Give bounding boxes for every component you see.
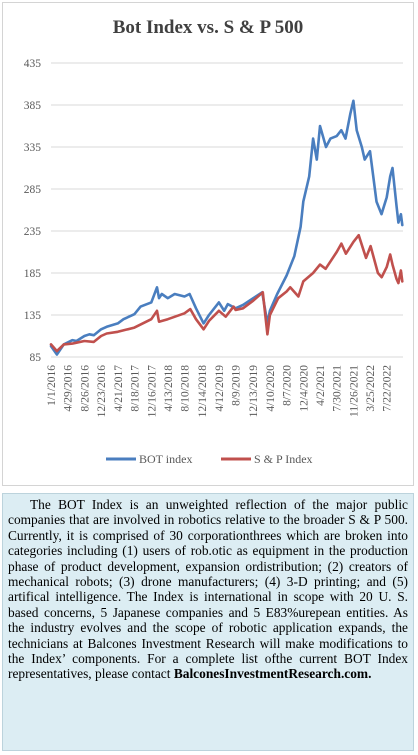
legend-label: S & P Index <box>254 452 313 466</box>
y-tick-label: 385 <box>24 100 42 112</box>
y-tick-label: 85 <box>30 352 42 364</box>
x-tick-label: 12/23/2016 <box>96 365 108 418</box>
x-tick-label: 4/21/2017 <box>113 365 125 412</box>
chart-container: Bot Index vs. S & P 500 85 135 185 235 285 33… <box>2 2 414 486</box>
x-tick-label: 4/13/2018 <box>163 365 175 412</box>
x-tick-label: 8/10/2018 <box>180 365 192 412</box>
x-tick-label: 8/9/2019 <box>231 365 243 406</box>
x-tick-label: 4/10/2020 <box>265 365 277 412</box>
y-tick-label: 435 <box>24 58 42 70</box>
x-tick-label: 4/29/2016 <box>63 365 75 412</box>
x-tick-label: 12/14/2018 <box>197 365 209 418</box>
x-tick-label: 7/30/2021 <box>332 365 344 412</box>
x-tick-label: 1/1/2016 <box>46 365 58 406</box>
x-tick-label: 12/16/2017 <box>146 365 158 418</box>
x-tick-label: 7/22/2022 <box>382 365 394 412</box>
x-tick-label: 3/25/2022 <box>365 365 377 412</box>
x-tick-label: 8/26/2016 <box>79 365 91 412</box>
line-chart: 85 135 185 235 285 335 385 435 1/1/2016 4/29/2016… <box>24 58 404 466</box>
legend-label: BOT index <box>139 452 192 466</box>
description-box: The BOT Index is an unweighted reflectio… <box>2 493 414 751</box>
chart-title: Bot Index vs. S & P 500 <box>112 17 304 38</box>
series-line-sp-index <box>49 233 404 353</box>
x-tick-label: 12/4/2020 <box>298 365 310 412</box>
contact-link-text: BalconesInvestmentResearch.com. <box>173 666 372 682</box>
y-tick-label: 135 <box>24 310 42 322</box>
y-tick-label: 285 <box>24 184 42 196</box>
x-tick-label: 12/13/2019 <box>248 365 260 418</box>
y-tick-label: 185 <box>24 268 42 280</box>
x-tick-label: 4/2/2021 <box>315 365 327 406</box>
x-tick-label: 8/18/2017 <box>129 365 141 412</box>
x-tick-label: 11/26/2021 <box>348 365 360 417</box>
x-tick-label: 4/12/2019 <box>214 365 226 412</box>
y-tick-label: 335 <box>24 142 42 154</box>
description-text: The BOT Index is an unweighted reflectio… <box>8 497 408 682</box>
y-tick-label: 235 <box>24 226 42 238</box>
x-tick-label: 8/7/2020 <box>282 365 294 406</box>
